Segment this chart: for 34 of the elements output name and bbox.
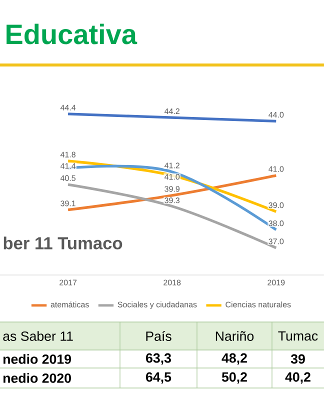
- text: as Saber 11: [3, 331, 73, 341]
- text: ber 11 Tumaco: [4, 236, 122, 250]
- text: 64,5: [146, 372, 172, 384]
- data-label: 37.0: [268, 238, 284, 244]
- text: Tumac: [278, 331, 318, 341]
- data-label: 39.1: [60, 200, 76, 206]
- x-tick-label: 2018: [164, 280, 181, 286]
- data-label: 44.0: [268, 112, 284, 118]
- text: nedio 2019: [3, 354, 72, 364]
- text: 40,2: [285, 372, 310, 384]
- text: 63,3: [146, 353, 171, 365]
- data-label: 39.3: [164, 198, 180, 204]
- legend-label: atemáticas: [50, 301, 89, 308]
- data-label: 41.8: [60, 152, 76, 158]
- data-label: 39.0: [268, 202, 284, 208]
- text: Nariño: [216, 331, 254, 341]
- legend-label: Sociales y ciudadanas: [118, 301, 197, 309]
- data-label: 41.4: [60, 163, 76, 169]
- x-tick-label: 2019: [268, 280, 285, 286]
- text: 39: [290, 354, 305, 364]
- data-label: 40.5: [60, 175, 76, 181]
- data-label: 44.4: [60, 104, 76, 110]
- text: 48,2: [222, 353, 247, 365]
- chart-title: Educativa: [6, 24, 138, 44]
- x-tick-label: 2017: [60, 280, 77, 286]
- text: nedio 2020: [3, 373, 71, 383]
- data-label: 38.0: [268, 220, 284, 226]
- text: 50,2: [222, 372, 247, 384]
- data-label: 41.0: [268, 166, 284, 172]
- legend-label: Ciencias naturales: [226, 301, 291, 308]
- data-label: 41.2: [164, 162, 180, 168]
- data-label: 39.9: [164, 186, 180, 192]
- data-label: 44.2: [164, 108, 180, 114]
- text: País: [146, 331, 172, 341]
